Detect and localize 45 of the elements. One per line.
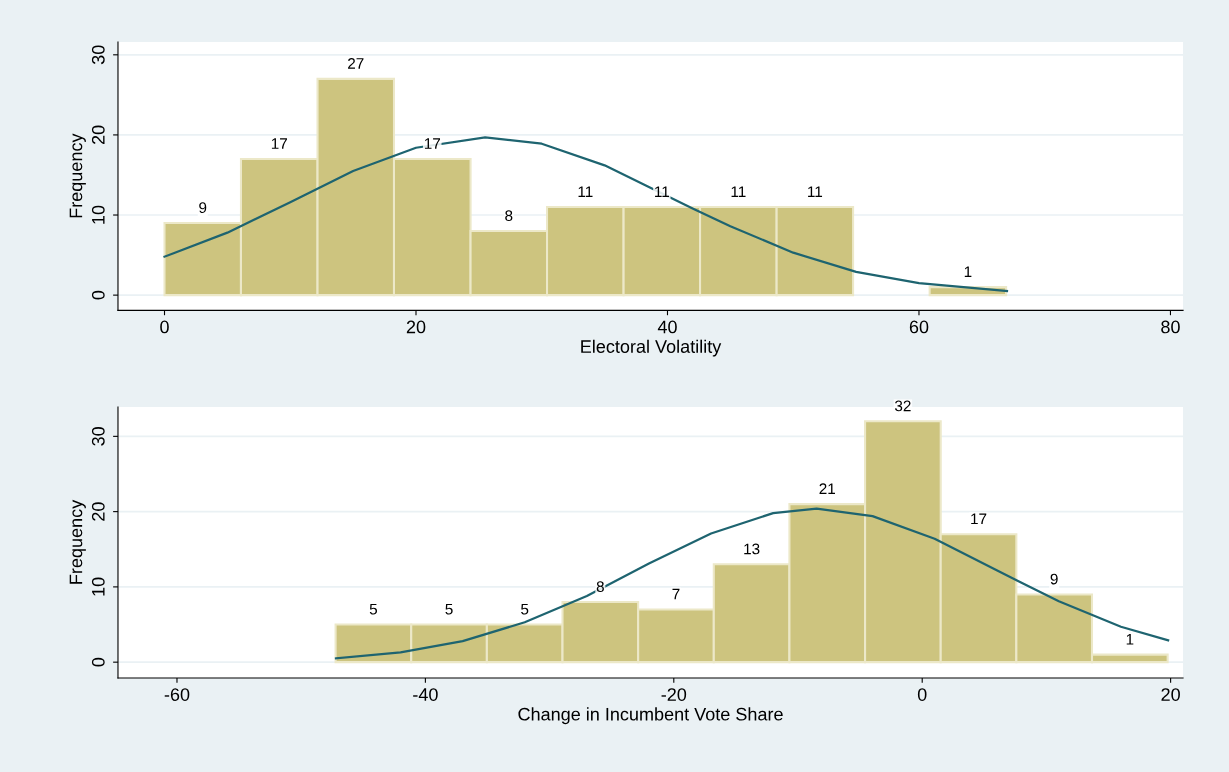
data-label: 13 <box>744 543 760 555</box>
x-tick-label: -20 <box>661 688 687 701</box>
x-tick-label: 40 <box>657 320 677 334</box>
x-tick-label: 0 <box>160 320 169 334</box>
y-axis-title: Frequency <box>69 499 86 584</box>
data-label: 8 <box>596 581 604 592</box>
data-label: 27 <box>348 58 364 69</box>
data-label: 5 <box>445 603 453 615</box>
x-axis-title: Change in Incumbent Vote Share <box>518 707 783 725</box>
y-tick-label: 30 <box>91 427 105 446</box>
y-axis-title: Frequency <box>69 133 86 218</box>
data-label: 32 <box>894 400 911 412</box>
data-label: 1 <box>964 266 972 277</box>
x-tick-label: 20 <box>406 320 426 334</box>
y-tick-label: 10 <box>91 577 105 596</box>
x-tick-label: 0 <box>917 688 927 701</box>
data-label: 5 <box>521 603 529 615</box>
y-tick-label: 20 <box>91 125 105 145</box>
data-label: 17 <box>971 513 987 525</box>
x-tick-label: 60 <box>909 320 929 334</box>
x-axis-title: Electoral Volatility <box>581 339 722 357</box>
line-series <box>163 136 1009 293</box>
y-tick-label: 20 <box>91 502 105 521</box>
data-label: 9 <box>199 202 207 214</box>
data-label: 7 <box>672 588 680 600</box>
data-label: 11 <box>808 186 823 197</box>
data-label: 17 <box>271 138 287 149</box>
data-label: 11 <box>655 186 670 197</box>
line-series <box>334 507 1170 660</box>
x-tick-label: -40 <box>413 688 438 701</box>
y-tick-label: 10 <box>91 205 105 224</box>
data-label: 11 <box>731 186 746 197</box>
data-label: 9 <box>1050 573 1058 585</box>
data-label: 11 <box>578 186 593 197</box>
y-tick-label: 0 <box>91 657 105 667</box>
x-tick-label: 80 <box>1161 320 1180 334</box>
x-tick-label: -60 <box>164 688 190 701</box>
data-label: 21 <box>819 483 835 494</box>
data-label: 1 <box>1126 634 1134 645</box>
data-label: 5 <box>369 603 378 615</box>
y-tick-label: 0 <box>91 290 105 300</box>
data-label: 8 <box>505 210 513 222</box>
y-tick-label: 30 <box>91 45 105 65</box>
data-label: 17 <box>424 138 441 149</box>
x-tick-label: 20 <box>1161 688 1180 701</box>
